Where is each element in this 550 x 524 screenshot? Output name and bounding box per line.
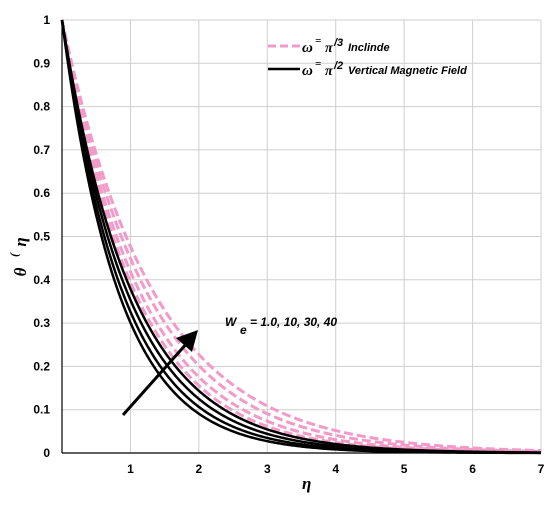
annotation: W e = 1.0, 10, 30, 40	[121, 315, 337, 416]
annotation-w: W	[225, 315, 238, 329]
legend-entry-vertical: ω = π /2 Vertical Magnetic Field	[268, 58, 467, 79]
y-tick-label: 1	[43, 13, 50, 27]
legend-pi: π	[325, 64, 333, 79]
x-tick-labels: 1 2 3 4 5 6 7	[127, 462, 545, 476]
y-tick-label: 0.2	[33, 359, 50, 373]
y-axis-label-paren: (	[7, 252, 21, 257]
legend-pi: π	[325, 41, 333, 56]
x-tick-label: 5	[401, 462, 408, 476]
x-tick-label: 1	[127, 462, 134, 476]
y-tick-labels: 0 0.1 0.2 0.3 0.4 0.5 0.6 0.7 0.8 0.9 1	[33, 13, 50, 460]
legend-label-vertical: Vertical Magnetic Field	[348, 65, 467, 77]
y-tick-label: 0.5	[33, 230, 50, 244]
y-tick-label: 0.6	[33, 186, 50, 200]
y-tick-label: 0.7	[33, 143, 50, 157]
x-tick-label: 4	[332, 462, 339, 476]
annotation-arrow	[121, 341, 190, 416]
x-tick-label: 2	[196, 462, 203, 476]
legend-equals: =	[315, 58, 321, 70]
annotation-values: = 1.0, 10, 30, 40	[250, 315, 337, 329]
legend-symbol-omega: ω	[302, 63, 313, 79]
curves	[60, 19, 542, 455]
y-axis-label-theta: θ	[11, 267, 30, 276]
x-tick-label: 6	[469, 462, 476, 476]
legend-label-inclined: Inclinde	[348, 42, 390, 54]
y-axis-label-eta: η	[11, 237, 30, 246]
y-tick-label: 0.3	[33, 316, 50, 330]
annotation-subscript: e	[240, 323, 247, 337]
x-tick-label: 3	[264, 462, 271, 476]
x-axis-label: η	[302, 474, 311, 493]
grid	[62, 19, 542, 453]
legend-entry-inclined: ω = π /3 Inclinde	[268, 35, 390, 56]
y-tick-label: 0	[43, 446, 50, 460]
y-tick-label: 0.4	[33, 273, 50, 287]
legend-fraction: /2	[333, 60, 343, 72]
x-tick-label: 7	[538, 462, 545, 476]
series-line-inclined-we-1	[60, 19, 542, 453]
axes	[61, 20, 541, 454]
y-tick-label: 0.9	[33, 56, 50, 70]
y-axis-label: θ ( η	[7, 237, 30, 276]
annotation-arrow-head	[176, 330, 198, 352]
y-tick-label: 0.8	[33, 100, 50, 114]
legend-symbol-omega: ω	[302, 40, 313, 56]
legend-equals: =	[315, 35, 321, 47]
legend: ω = π /3 Inclinde ω = π /2 Vertical Magn…	[268, 35, 467, 79]
legend-fraction: /3	[333, 37, 343, 49]
y-tick-label: 0.1	[33, 403, 50, 417]
series-line-inclined-we-40	[60, 19, 542, 454]
